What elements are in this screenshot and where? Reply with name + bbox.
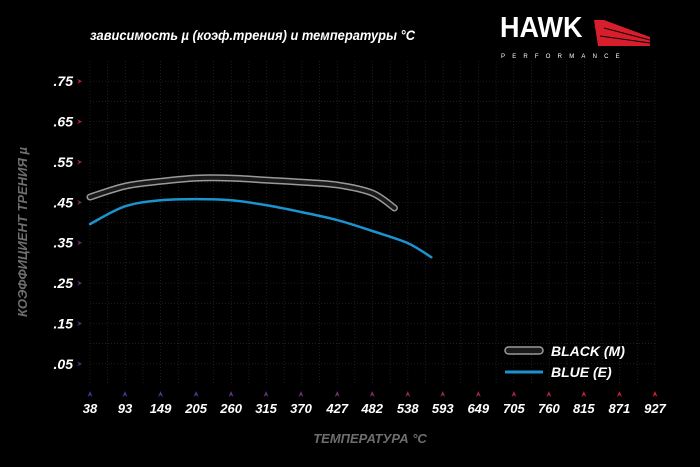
x-tick-arrow — [228, 391, 234, 397]
x-tick-label: 871 — [609, 401, 631, 416]
x-tick-arrow — [369, 391, 375, 397]
y-tick-label: .15 — [54, 315, 74, 331]
x-tick-arrow — [616, 391, 622, 397]
x-tick-arrow — [511, 391, 517, 397]
series-blue-line — [88, 197, 433, 259]
y-tick-label: .25 — [54, 275, 74, 291]
x-tick-arrow — [298, 391, 304, 397]
y-tick-label: .65 — [54, 114, 74, 130]
y-tick-label: .05 — [54, 356, 74, 372]
x-tick-arrow — [334, 391, 340, 397]
x-tick-label: 482 — [360, 401, 383, 416]
y-tick-arrow — [77, 159, 82, 165]
y-axis-label: КОЭФФИЦИЕНТ ТРЕНИЯ µ — [15, 147, 30, 317]
x-tick-label: 93 — [118, 401, 133, 416]
x-tick-arrow — [158, 391, 164, 397]
x-tick-label: 705 — [503, 401, 525, 416]
legend: BLACK (M) BLUE (E) — [504, 343, 625, 380]
x-tick-label: 427 — [325, 401, 348, 416]
x-tick-arrow — [122, 391, 128, 397]
x-tick-label: 538 — [397, 401, 419, 416]
x-tick-arrow — [440, 391, 446, 397]
legend-label-black: BLACK (M) — [551, 343, 625, 359]
x-tick-label: 649 — [467, 401, 489, 416]
axes — [89, 79, 655, 385]
y-tick-label: .75 — [54, 73, 74, 89]
x-axis-label: ТЕМПЕРАТУРА °C — [313, 431, 427, 446]
x-tick-label: 593 — [432, 401, 454, 416]
svg-text:PERFORMANCE: PERFORMANCE — [501, 54, 627, 60]
x-tick-arrow — [652, 391, 658, 397]
y-tick-label: .45 — [54, 194, 74, 210]
y-tick-arrow — [77, 361, 82, 367]
x-tick-label: 315 — [255, 401, 277, 416]
y-tick-arrow — [77, 240, 82, 246]
x-tick-label: 260 — [219, 401, 242, 416]
chart-title: зависимость µ (коэф.трения) и температур… — [90, 28, 415, 44]
x-tick-label: 38 — [83, 401, 98, 416]
x-tick-label: 760 — [538, 401, 560, 416]
x-tick-label: 370 — [290, 401, 312, 416]
x-tick-arrow — [87, 391, 93, 397]
y-tick-label: .35 — [54, 235, 74, 251]
x-tick-arrow — [193, 391, 199, 397]
x-tick-label: 205 — [184, 401, 207, 416]
grid — [89, 61, 656, 384]
series-black-line — [88, 175, 397, 210]
legend-label-blue: BLUE (E) — [551, 364, 612, 380]
hawk-logo: HAWK PERFORMANCE — [500, 11, 651, 60]
y-tick-arrow — [77, 78, 82, 84]
y-tick-arrow — [77, 320, 82, 326]
y-tick-arrow — [77, 199, 82, 205]
x-tick-label: 927 — [644, 401, 666, 416]
y-tick-arrow — [77, 119, 82, 125]
x-tick-label: 149 — [150, 401, 172, 416]
svg-text:HAWK: HAWK — [500, 11, 582, 43]
x-tick-arrow — [475, 391, 481, 397]
x-tick-arrow — [581, 391, 587, 397]
x-tick-arrow — [546, 391, 552, 397]
y-tick-arrow — [77, 280, 82, 286]
x-tick-arrow — [263, 391, 269, 397]
series — [86, 174, 433, 259]
y-tick-label: .55 — [54, 154, 74, 170]
ticks: 38 93 149 205 260 315 370 427 482 538 593 649 705 760… — [54, 73, 667, 416]
x-tick-arrow — [405, 391, 411, 397]
legend-swatch-black — [504, 346, 544, 355]
x-tick-label: 815 — [573, 401, 595, 416]
